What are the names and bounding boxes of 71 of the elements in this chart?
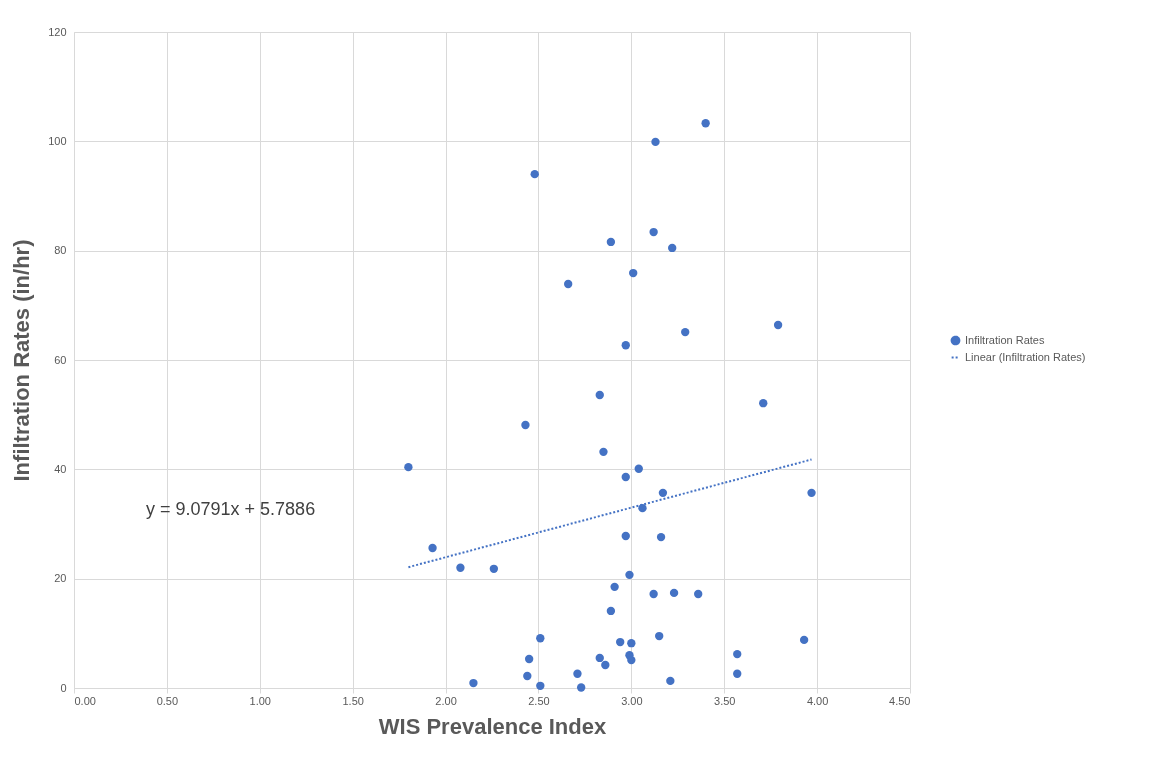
- y-axis-title: Infiltration Rates (in/hr): [9, 239, 35, 482]
- point: [759, 399, 768, 408]
- x-tick-label: 1.50: [342, 694, 364, 707]
- x-axis-title: WIS Prevalence Index: [378, 713, 607, 739]
- point: [799, 635, 809, 645]
- y-tick-label: 0: [60, 681, 67, 694]
- point: [627, 639, 636, 648]
- point: [595, 390, 604, 400]
- x-tick-label: 1.00: [249, 694, 271, 707]
- point: [773, 320, 783, 330]
- x-tick-label: 3.50: [714, 694, 736, 707]
- point: [733, 649, 742, 659]
- point: [616, 637, 625, 647]
- point: [701, 119, 710, 128]
- point: [595, 653, 604, 663]
- point: [656, 532, 666, 542]
- point: [606, 237, 616, 247]
- point: [456, 563, 465, 572]
- x-tick-label: 0.00: [74, 694, 96, 707]
- point: [627, 655, 636, 665]
- point: [681, 327, 690, 337]
- point: [610, 582, 619, 592]
- point: [638, 503, 647, 513]
- x-tick-label: 3.00: [621, 694, 643, 707]
- y-tick-label: 120: [48, 25, 67, 38]
- point: [563, 279, 573, 289]
- legend-label: Infiltration Rates: [965, 333, 1045, 346]
- point: [536, 681, 545, 690]
- point: [599, 447, 608, 457]
- point: [625, 570, 634, 580]
- point: [621, 472, 630, 482]
- x-tick-label: 0.50: [156, 694, 179, 707]
- point: [521, 420, 530, 430]
- point: [649, 227, 658, 237]
- point: [576, 683, 586, 692]
- point: [404, 462, 413, 472]
- point: [601, 660, 610, 670]
- point: [530, 169, 539, 179]
- annotation: y = 9.0791x + 5.7886: [146, 499, 316, 519]
- y-tick-label: 80: [54, 244, 67, 257]
- point: [621, 341, 630, 350]
- y-tick-label: 40: [54, 462, 67, 475]
- point: [629, 268, 638, 278]
- point: [489, 564, 499, 573]
- point: [523, 671, 532, 681]
- y-tick-label: 60: [54, 353, 67, 366]
- point: [573, 669, 582, 678]
- x-tick-label: 2.50: [528, 694, 550, 707]
- point: [669, 588, 679, 598]
- point: [469, 678, 478, 688]
- x-tick-label: 4.00: [806, 694, 829, 707]
- y-tick-label: 100: [48, 134, 67, 147]
- point: [621, 531, 630, 541]
- y-tick-label: 20: [54, 572, 67, 585]
- point: [658, 488, 668, 498]
- point: [606, 606, 616, 616]
- point: [428, 543, 437, 553]
- point: [655, 631, 664, 641]
- point: [649, 589, 658, 599]
- point: [694, 589, 703, 599]
- point: [668, 243, 677, 253]
- point: [536, 634, 545, 643]
- point: [807, 488, 816, 498]
- x-tick-label: 4.50: [889, 694, 911, 707]
- x-tick-label: 2.00: [435, 694, 457, 707]
- legend-label: Linear (Infiltration Rates): [965, 350, 1086, 363]
- point: [524, 654, 534, 664]
- point: [634, 464, 643, 473]
- point: [733, 669, 742, 678]
- point: [651, 137, 660, 147]
- point: [666, 676, 675, 686]
